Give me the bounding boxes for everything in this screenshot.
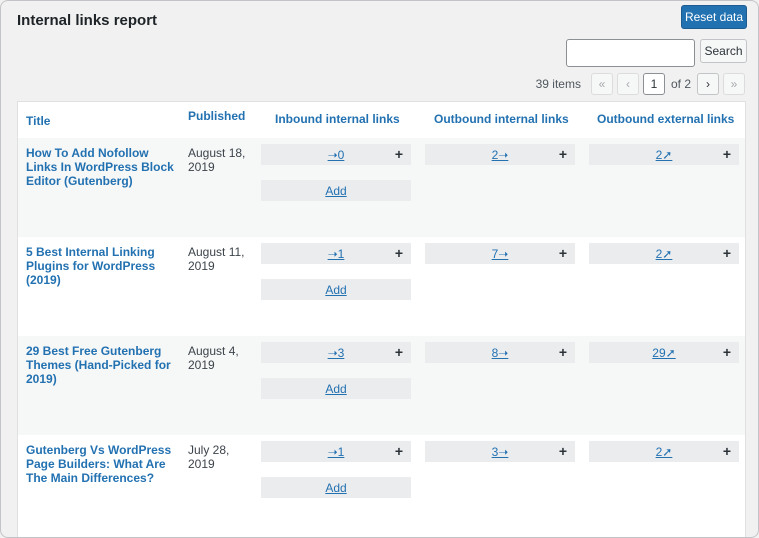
- plus-icon[interactable]: +: [394, 245, 403, 261]
- inbound-links-cell: ➝3 +: [261, 342, 411, 363]
- search-button[interactable]: Search: [700, 39, 747, 63]
- prev-page-button[interactable]: ‹: [616, 73, 639, 95]
- plus-icon[interactable]: +: [722, 245, 731, 261]
- outbound-links-cell: 8➝ +: [425, 342, 575, 363]
- external-count-link[interactable]: 2➚: [655, 444, 673, 459]
- outbound-count-link[interactable]: 8➝: [491, 345, 509, 360]
- table-row: How To Add Nofollow Links In WordPress B…: [18, 138, 745, 237]
- plus-icon[interactable]: +: [558, 146, 567, 162]
- plus-icon[interactable]: +: [394, 443, 403, 459]
- published-date: August 11, 2019: [188, 245, 245, 273]
- plus-icon[interactable]: +: [558, 443, 567, 459]
- published-date: July 28, 2019: [188, 443, 230, 471]
- table-row: 29 Best Free Gutenberg Themes (Hand-Pick…: [18, 336, 745, 435]
- plus-icon[interactable]: +: [558, 245, 567, 261]
- plus-icon[interactable]: +: [722, 443, 731, 459]
- inbound-count-link[interactable]: ➝0: [327, 147, 345, 162]
- plus-icon[interactable]: +: [558, 344, 567, 360]
- add-inbound-box: Add: [261, 279, 411, 300]
- outbound-count-link[interactable]: 3➝: [491, 444, 509, 459]
- table-row: 5 Best Internal Linking Plugins for Word…: [18, 237, 745, 336]
- column-external: Outbound external links: [597, 112, 735, 126]
- published-date: August 4, 2019: [188, 344, 239, 372]
- external-links-cell: 29➚ +: [589, 342, 739, 363]
- external-count-link[interactable]: 29➚: [652, 345, 676, 360]
- add-inbound-box: Add: [261, 180, 411, 201]
- external-links-cell: 2➚ +: [589, 243, 739, 264]
- column-outbound: Outbound internal links: [434, 112, 569, 126]
- column-published[interactable]: Published: [188, 109, 246, 123]
- inbound-links-cell: ➝1 +: [261, 441, 411, 462]
- outbound-links-cell: 3➝ +: [425, 441, 575, 462]
- add-inbound-box: Add: [261, 378, 411, 399]
- outbound-links-cell: 2➝ +: [425, 144, 575, 165]
- current-page-input[interactable]: 1: [642, 73, 665, 95]
- inbound-count-link[interactable]: ➝1: [327, 246, 345, 261]
- add-inbound-link[interactable]: Add: [325, 480, 347, 495]
- outbound-links-cell: 7➝ +: [425, 243, 575, 264]
- column-inbound: Inbound internal links: [275, 112, 400, 126]
- post-title-link[interactable]: How To Add Nofollow Links In WordPress B…: [26, 146, 174, 188]
- search-input[interactable]: [566, 39, 695, 67]
- column-title[interactable]: Title: [26, 114, 51, 128]
- plus-icon[interactable]: +: [394, 344, 403, 360]
- total-pages-label: of 2: [670, 77, 691, 91]
- external-links-cell: 2➚ +: [589, 441, 739, 462]
- outbound-count-link[interactable]: 2➝: [491, 147, 509, 162]
- post-title-link[interactable]: 5 Best Internal Linking Plugins for Word…: [26, 245, 156, 287]
- plus-icon[interactable]: +: [394, 146, 403, 162]
- inbound-count-link[interactable]: ➝1: [327, 444, 345, 459]
- inbound-links-cell: ➝0 +: [261, 144, 411, 165]
- plus-icon[interactable]: +: [722, 146, 731, 162]
- post-title-link[interactable]: Gutenberg Vs WordPress Page Builders: Wh…: [26, 443, 172, 485]
- add-inbound-link[interactable]: Add: [325, 381, 347, 396]
- links-table: Title Published Inbound internal links O…: [17, 101, 746, 537]
- inbound-count-link[interactable]: ➝3: [327, 345, 345, 360]
- published-date: August 18, 2019: [188, 146, 246, 174]
- item-count: 39 items: [535, 77, 581, 91]
- inbound-links-cell: ➝1 +: [261, 243, 411, 264]
- first-page-button[interactable]: «: [590, 73, 613, 95]
- external-count-link[interactable]: 2➚: [655, 246, 673, 261]
- external-links-cell: 2➚ +: [589, 144, 739, 165]
- add-inbound-link[interactable]: Add: [325, 282, 347, 297]
- reset-data-button[interactable]: Reset data: [681, 5, 747, 29]
- plus-icon[interactable]: +: [722, 344, 731, 360]
- table-row: Gutenberg Vs WordPress Page Builders: Wh…: [18, 435, 745, 537]
- last-page-button[interactable]: »: [723, 73, 745, 95]
- post-title-link[interactable]: 29 Best Free Gutenberg Themes (Hand-Pick…: [26, 344, 171, 386]
- outbound-count-link[interactable]: 7➝: [491, 246, 509, 261]
- pagination: 39 items « ‹ 1 of 2 › »: [536, 72, 745, 96]
- table-header: Title Published Inbound internal links O…: [18, 102, 745, 140]
- next-page-button[interactable]: ›: [697, 73, 719, 95]
- page-title: Internal links report: [17, 12, 158, 29]
- add-inbound-link[interactable]: Add: [325, 183, 347, 198]
- add-inbound-box: Add: [261, 477, 411, 498]
- external-count-link[interactable]: 2➚: [655, 147, 673, 162]
